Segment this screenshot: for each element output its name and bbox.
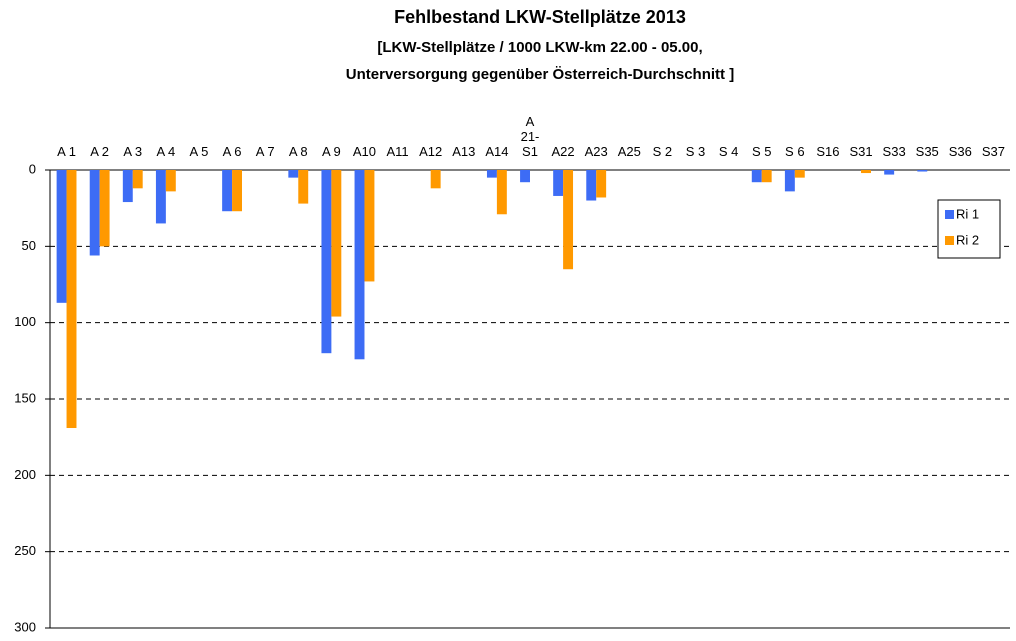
y-tick-label: 0 [29, 161, 36, 176]
bar [520, 170, 530, 183]
x-tick-label: S36 [948, 144, 972, 159]
x-tick-label: A 1 [57, 144, 76, 159]
bar [784, 170, 795, 192]
y-tick-label: 50 [22, 238, 36, 253]
y-tick-label: 200 [14, 467, 36, 482]
x-tick-label: A 5 [189, 144, 209, 159]
chart-subtitle: [LKW-Stellplätze / 1000 LKW-km 22.00 - 0… [377, 39, 702, 56]
chart-title: Fehlbestand LKW-Stellplätze 2013 [394, 7, 686, 27]
bar [761, 170, 772, 183]
bar [496, 170, 507, 215]
x-tick-label: S31 [849, 144, 873, 159]
bar [288, 170, 299, 178]
x-tick-label: A 6 [222, 144, 242, 159]
bar [553, 170, 564, 196]
x-tick-label: A 7 [255, 144, 275, 159]
bar [331, 170, 342, 317]
x-tick-label: A 9 [321, 144, 341, 159]
legend-box [937, 199, 1001, 259]
bar [56, 170, 67, 303]
legend-label: Ri 1 [956, 206, 979, 221]
bar [917, 170, 928, 172]
x-tick-label: A10 [352, 144, 377, 159]
bar [99, 170, 110, 247]
bar [89, 170, 100, 256]
legend-swatch [945, 210, 954, 219]
bar [122, 170, 133, 203]
x-tick-label: S16 [816, 144, 840, 159]
x-tick-label: A13 [452, 144, 476, 159]
x-tick-label: S 3 [685, 144, 706, 159]
bar [354, 170, 365, 360]
legend-swatch [945, 236, 954, 245]
x-tick-label: A 21-S1 [520, 114, 540, 159]
x-tick-label: A14 [485, 144, 509, 159]
bar [430, 170, 441, 189]
bar [486, 170, 497, 178]
bar [222, 170, 233, 212]
legend-label: Ri 2 [956, 232, 979, 247]
y-tick-label: 150 [14, 390, 36, 405]
bar [132, 170, 143, 189]
bar [66, 170, 77, 429]
x-tick-label: A 4 [156, 144, 176, 159]
bar [298, 170, 309, 204]
x-tick-label: A12 [419, 144, 443, 159]
x-tick-label: A 8 [288, 144, 308, 159]
x-tick-label: A 3 [123, 144, 143, 159]
bar [563, 170, 574, 270]
x-tick-label: S37 [981, 144, 1005, 159]
x-tick-label: A11 [386, 144, 409, 159]
bar [794, 170, 805, 178]
y-tick-label: 300 [14, 619, 36, 634]
x-tick-label: A22 [551, 144, 575, 159]
bar [586, 170, 597, 201]
x-tick-label: A25 [617, 144, 641, 159]
y-tick-label: 100 [14, 314, 36, 329]
bar [884, 170, 895, 175]
x-tick-label: A23 [584, 144, 608, 159]
bar [364, 170, 375, 282]
bar [321, 170, 332, 354]
x-tick-label: S 6 [785, 144, 805, 159]
bar [155, 170, 166, 224]
x-tick-label: S33 [882, 144, 906, 159]
x-tick-label: A 2 [90, 144, 110, 159]
x-tick-label: S 2 [652, 144, 673, 159]
x-tick-label: S 4 [718, 144, 739, 159]
bar [232, 170, 242, 212]
bar [751, 170, 762, 183]
x-tick-label: S 5 [751, 144, 772, 159]
bar [165, 170, 176, 192]
bar [596, 170, 607, 198]
y-tick-label: 250 [14, 543, 36, 558]
chart-subtitle: Unterversorgung gegenüber Österreich-Dur… [346, 66, 734, 83]
x-tick-label: S35 [915, 144, 939, 159]
bar [861, 170, 871, 174]
